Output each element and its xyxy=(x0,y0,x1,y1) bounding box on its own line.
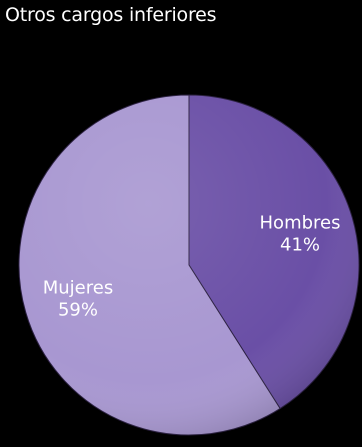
slices-layer xyxy=(18,94,360,436)
slice-label-mujeres: Mujeres xyxy=(43,277,113,298)
slice-value-hombres: 41% xyxy=(280,235,320,256)
slice-label-hombres: Hombres xyxy=(260,213,341,234)
slice-value-mujeres: 59% xyxy=(58,299,98,320)
chart-title: Otros cargos inferiores xyxy=(5,4,217,26)
